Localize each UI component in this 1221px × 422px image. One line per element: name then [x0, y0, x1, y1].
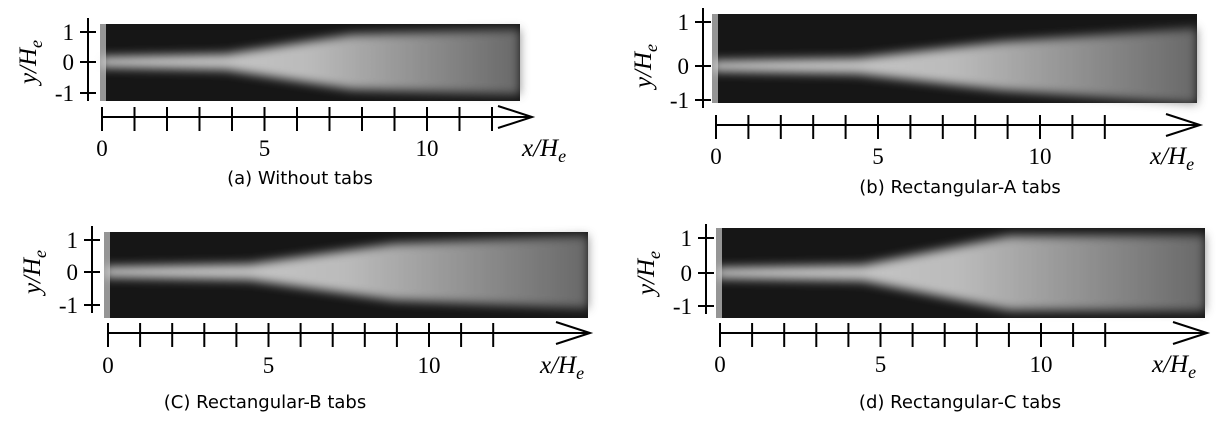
y-tick-label: 0: [63, 50, 75, 75]
y-tick-label: 0: [681, 261, 693, 286]
x-tick-label: 5: [263, 353, 275, 378]
x-label-sub: e: [576, 363, 584, 383]
x-axis-label: x/He: [539, 352, 584, 383]
nozzle-edge: [712, 14, 718, 103]
x-label-sub: e: [1188, 362, 1196, 382]
x-tick-label: 0: [102, 353, 114, 378]
y-label-main: y/H: [630, 50, 657, 91]
y-axis-label: y/He: [630, 44, 661, 91]
nozzle-edge: [716, 228, 722, 318]
caption: (C) Rectangular-B tabs: [164, 392, 366, 413]
x-tick-label: 5: [872, 144, 884, 169]
y-axis-label: y/He: [19, 250, 50, 297]
x-tick-label: 10: [418, 353, 441, 378]
x-label-main: x/H: [1149, 143, 1188, 170]
x-axis-label: x/He: [1149, 143, 1194, 174]
y-tick-label: 0: [67, 260, 79, 285]
y-label-main: y/H: [19, 256, 46, 297]
x-label-main: x/H: [521, 135, 560, 162]
x-tick-label: 10: [416, 136, 439, 161]
nozzle-edge: [104, 232, 110, 318]
y-tick-label: -1: [670, 88, 689, 113]
caption: (b) Rectangular-A tabs: [859, 177, 1061, 198]
x-tick-label: 5: [875, 352, 887, 377]
x-label-sub: e: [1186, 154, 1194, 174]
caption: (d) Rectangular-C tabs: [859, 392, 1061, 413]
caption: (a) Without tabs: [227, 168, 373, 189]
y-tick-label: -1: [673, 294, 692, 319]
y-tick-label: 1: [63, 20, 75, 45]
y-label-sub: e: [30, 250, 50, 258]
y-tick-label: 1: [67, 228, 79, 253]
x-label-main: x/H: [1151, 351, 1190, 378]
y-label-sub: e: [641, 44, 661, 52]
y-tick-label: 1: [678, 10, 690, 35]
x-tick-label: 0: [710, 144, 722, 169]
y-label-main: y/H: [15, 46, 42, 87]
x-label-main: x/H: [539, 352, 578, 379]
y-label-sub: e: [644, 251, 664, 259]
y-tick-label: -1: [55, 81, 74, 106]
x-tick-label: 5: [259, 136, 271, 161]
y-axis-label: y/He: [633, 251, 664, 298]
y-axis-label: y/He: [15, 40, 46, 87]
y-label-sub: e: [26, 40, 46, 48]
x-tick-label: 0: [96, 136, 108, 161]
x-tick-label: 10: [1030, 352, 1053, 377]
nozzle-edge: [100, 24, 106, 101]
y-tick-label: 0: [678, 54, 690, 79]
y-tick-label: -1: [59, 293, 78, 318]
x-label-sub: e: [558, 146, 566, 166]
x-axis-label: x/He: [1151, 351, 1196, 382]
figure: 10-1y/He0510x/He(a) Without tabs10-1y/He…: [0, 0, 1221, 422]
x-tick-label: 0: [714, 352, 726, 377]
x-tick-label: 10: [1029, 144, 1052, 169]
x-axis-label: x/He: [521, 135, 566, 166]
y-label-main: y/H: [633, 257, 660, 298]
y-tick-label: 1: [681, 226, 693, 251]
